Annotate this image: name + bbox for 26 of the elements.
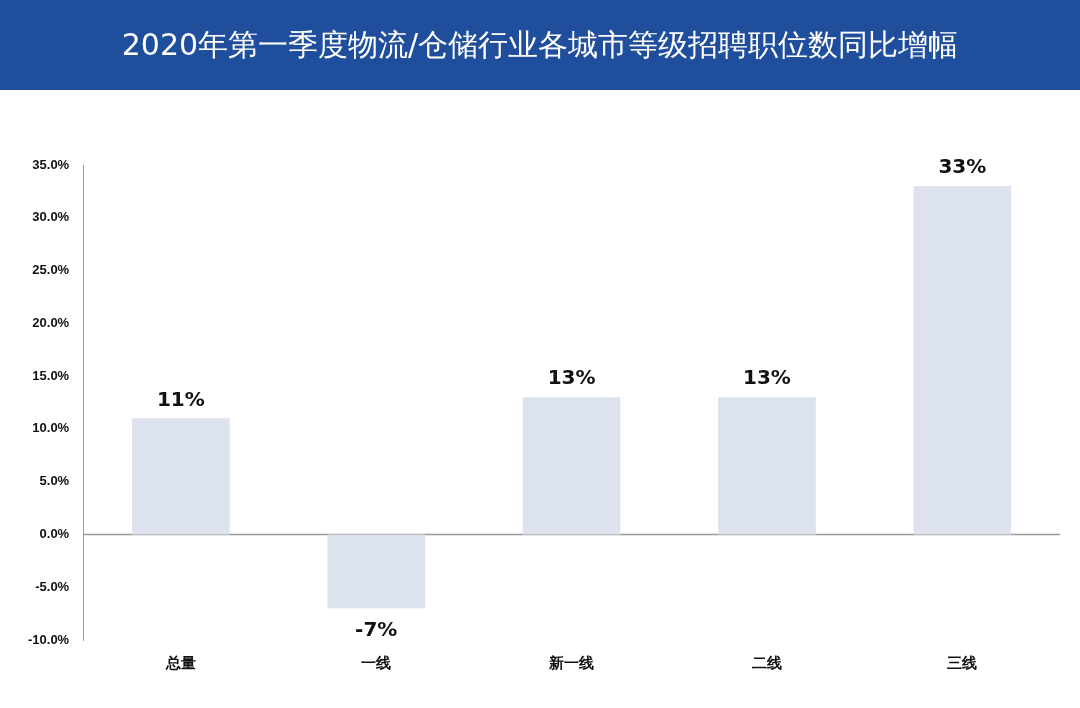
- x-tick-label: 新一线: [548, 654, 595, 672]
- bar: [913, 186, 1012, 535]
- chart-title: 2020年第一季度物流/仓储行业各城市等级招聘职位数同比增幅: [121, 25, 959, 64]
- bar: [522, 397, 621, 535]
- y-tick-label: 5.0%: [39, 473, 70, 489]
- y-tick-label: 10.0%: [32, 420, 70, 436]
- y-tick-label: 20.0%: [32, 314, 70, 330]
- y-tick-label: -5.0%: [35, 578, 70, 594]
- text: 11%: [156, 386, 205, 411]
- y-tick-label: 25.0%: [32, 262, 70, 278]
- x-tick-label: 一线: [361, 654, 392, 672]
- text: 13%: [547, 365, 596, 390]
- bar: [327, 534, 426, 609]
- x-tick-label: 二线: [751, 654, 782, 672]
- y-tick-label: 35.0%: [32, 156, 70, 172]
- text: 33%: [938, 154, 987, 179]
- x-tick-label: 三线: [947, 654, 978, 672]
- text: -7%: [355, 616, 398, 641]
- text: 13%: [743, 365, 791, 390]
- y-tick-label: 30.0%: [32, 209, 70, 225]
- y-tick-label: 0.0%: [39, 526, 70, 542]
- bar: [132, 418, 230, 535]
- y-tick-label: -10.0%: [27, 631, 70, 647]
- x-tick-label: 总量: [164, 654, 196, 672]
- bar: [718, 397, 816, 535]
- y-tick-label: 15.0%: [32, 367, 70, 383]
